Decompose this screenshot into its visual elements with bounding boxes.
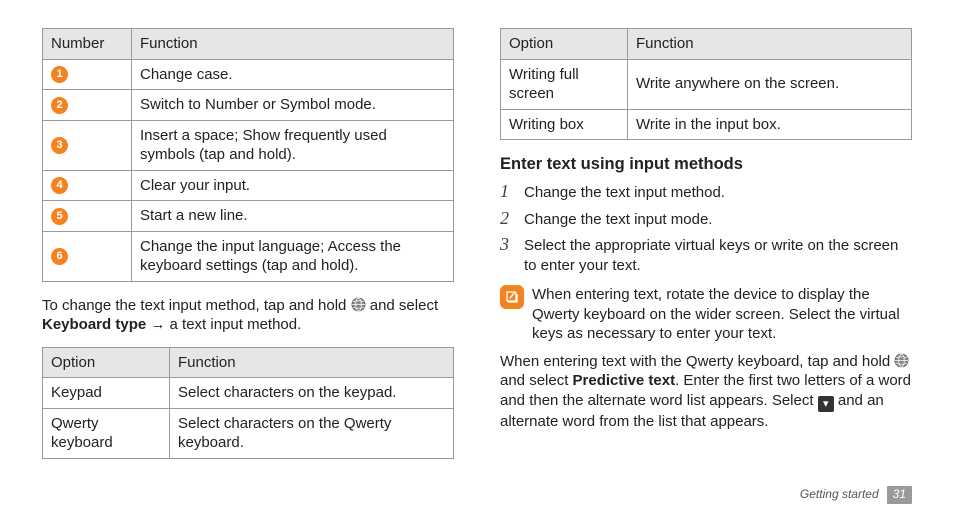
col-header-number: Number [43,29,132,60]
row-option: Keypad [43,378,170,409]
table-row: 1 Change case. [43,59,454,90]
table-row: 5 Start a new line. [43,201,454,232]
page-number: 31 [887,486,912,504]
row-number: 2 [43,90,132,121]
table-header-row: Number Function [43,29,454,60]
col-header-function: Function [170,347,454,378]
number-badge-icon: 1 [51,66,68,83]
table-row: 6 Change the input language; Access the k… [43,231,454,281]
option-function-table-2: Option Function Writing full screenWrite… [500,28,912,140]
section-heading: Enter text using input methods [500,154,912,175]
note-text: When entering text, rotate the device to… [532,285,912,344]
row-option: Writing full screen [501,59,628,109]
number-badge-icon: 3 [51,137,68,154]
row-function: Select characters on the keypad. [170,378,454,409]
text-run: and select [500,372,573,389]
step-item: 2 Change the text input mode. [500,208,912,232]
text-run: To change the text input method, tap and… [42,297,351,314]
row-function: Start a new line. [132,201,454,232]
step-text: Change the text input method. [524,184,725,201]
row-number: 3 [43,120,132,170]
number-badge-icon: 4 [51,177,68,194]
col-header-function: Function [132,29,454,60]
row-function: Write anywhere on the screen. [628,59,912,109]
keyboard-type-label: Keyboard type [42,316,146,333]
page: Number Function 1 Change case. 2 Switch to… [0,0,954,518]
step-number: 1 [500,180,509,203]
step-number: 2 [500,207,509,230]
table-row: 4 Clear your input. [43,170,454,201]
step-item: 3 Select the appropriate virtual keys or … [500,234,912,277]
number-badge-icon: 5 [51,208,68,225]
table-row: 3 Insert a space; Show frequently used sy… [43,120,454,170]
globe-icon [894,353,909,368]
table-row: Writing full screenWrite anywhere on the… [501,59,912,109]
left-column: Number Function 1 Change case. 2 Switch to… [42,28,454,508]
text-run: When entering text with the Qwerty keybo… [500,353,894,370]
row-option: Qwerty keyboard [43,408,170,458]
note-callout: When entering text, rotate the device to… [500,285,912,344]
step-text: Select the appropriate virtual keys or w… [524,237,898,274]
row-function: Clear your input. [132,170,454,201]
table-row: Writing boxWrite in the input box. [501,109,912,140]
step-number: 3 [500,233,509,256]
text-run: and select [366,297,439,314]
note-icon-container [500,285,524,309]
row-function: Select characters on the Qwerty keyboard… [170,408,454,458]
table-row: KeypadSelect characters on the keypad. [43,378,454,409]
number-function-table: Number Function 1 Change case. 2 Switch to… [42,28,454,282]
globe-icon [351,297,366,312]
predictive-text-label: Predictive text [573,372,676,389]
note-icon [500,285,524,309]
row-function: Switch to Number or Symbol mode. [132,90,454,121]
table-header-row: Option Function [501,29,912,60]
table-row: 2 Switch to Number or Symbol mode. [43,90,454,121]
row-function: Change the input language; Access the ke… [132,231,454,281]
row-number: 5 [43,201,132,232]
change-input-paragraph: To change the text input method, tap and… [42,296,454,335]
predictive-text-paragraph: When entering text with the Qwerty keybo… [500,352,912,432]
row-function: Write in the input box. [628,109,912,140]
number-badge-icon: 2 [51,97,68,114]
row-number: 6 [43,231,132,281]
col-header-option: Option [501,29,628,60]
row-number: 1 [43,59,132,90]
row-option: Writing box [501,109,628,140]
option-function-table-1: Option Function KeypadSelect characters … [42,347,454,459]
text-run: → a text input method. [146,316,301,333]
table-row: Qwerty keyboardSelect characters on the … [43,408,454,458]
row-number: 4 [43,170,132,201]
footer-section: Getting started [800,487,879,503]
right-column: Option Function Writing full screenWrite… [500,28,912,508]
step-text: Change the text input mode. [524,211,712,228]
page-footer: Getting started 31 [800,486,912,504]
number-badge-icon: 6 [51,248,68,265]
col-header-option: Option [43,347,170,378]
chevron-down-icon: ▾ [818,396,834,412]
col-header-function: Function [628,29,912,60]
steps-list: 1 Change the text input method. 2 Change t… [500,181,912,277]
table-header-row: Option Function [43,347,454,378]
step-item: 1 Change the text input method. [500,181,912,205]
row-function: Change case. [132,59,454,90]
row-function: Insert a space; Show frequently used sym… [132,120,454,170]
